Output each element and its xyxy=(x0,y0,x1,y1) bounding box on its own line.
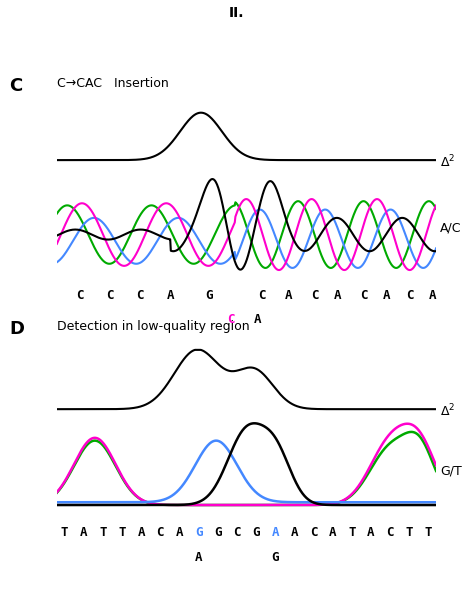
Text: T: T xyxy=(406,526,413,538)
Text: T: T xyxy=(99,526,107,538)
Text: A: A xyxy=(80,526,87,538)
Text: T: T xyxy=(61,526,68,538)
Text: T: T xyxy=(425,526,432,538)
Text: C: C xyxy=(9,77,23,95)
Text: A/C: A/C xyxy=(440,222,461,235)
Text: C: C xyxy=(137,289,144,301)
Text: A: A xyxy=(176,526,183,538)
Text: T: T xyxy=(118,526,126,538)
Text: T: T xyxy=(348,526,356,538)
Text: A: A xyxy=(291,526,298,538)
Text: G: G xyxy=(272,551,279,563)
Text: C: C xyxy=(406,289,413,301)
Text: D: D xyxy=(9,320,25,338)
Text: $\Delta^2$: $\Delta^2$ xyxy=(440,403,455,419)
Text: A: A xyxy=(137,526,145,538)
Text: C: C xyxy=(311,289,319,301)
Text: Detection in low-quality region: Detection in low-quality region xyxy=(57,320,249,333)
Text: A: A xyxy=(367,526,375,538)
Text: G: G xyxy=(205,289,212,301)
Text: A: A xyxy=(334,289,341,301)
Text: G: G xyxy=(214,526,221,538)
Text: C: C xyxy=(310,526,317,538)
Text: C: C xyxy=(386,526,394,538)
Text: C: C xyxy=(360,289,368,301)
Text: A: A xyxy=(428,289,436,301)
Text: C: C xyxy=(228,314,235,326)
Text: A: A xyxy=(284,289,292,301)
Text: C→CAC   Insertion: C→CAC Insertion xyxy=(57,77,169,90)
Text: A: A xyxy=(383,289,391,301)
Text: G: G xyxy=(252,526,260,538)
Text: C: C xyxy=(106,289,114,301)
Text: G/T: G/T xyxy=(440,465,462,478)
Text: $\Delta^2$: $\Delta^2$ xyxy=(440,154,455,170)
Text: C: C xyxy=(156,526,164,538)
Text: A: A xyxy=(272,526,279,538)
Text: A: A xyxy=(329,526,337,538)
Text: G: G xyxy=(195,526,202,538)
Text: C: C xyxy=(76,289,83,301)
Text: C: C xyxy=(233,526,241,538)
Text: C: C xyxy=(258,289,265,301)
Text: A: A xyxy=(195,551,202,563)
Text: A: A xyxy=(167,289,174,301)
Text: II.: II. xyxy=(229,6,245,20)
Text: A: A xyxy=(254,314,262,326)
